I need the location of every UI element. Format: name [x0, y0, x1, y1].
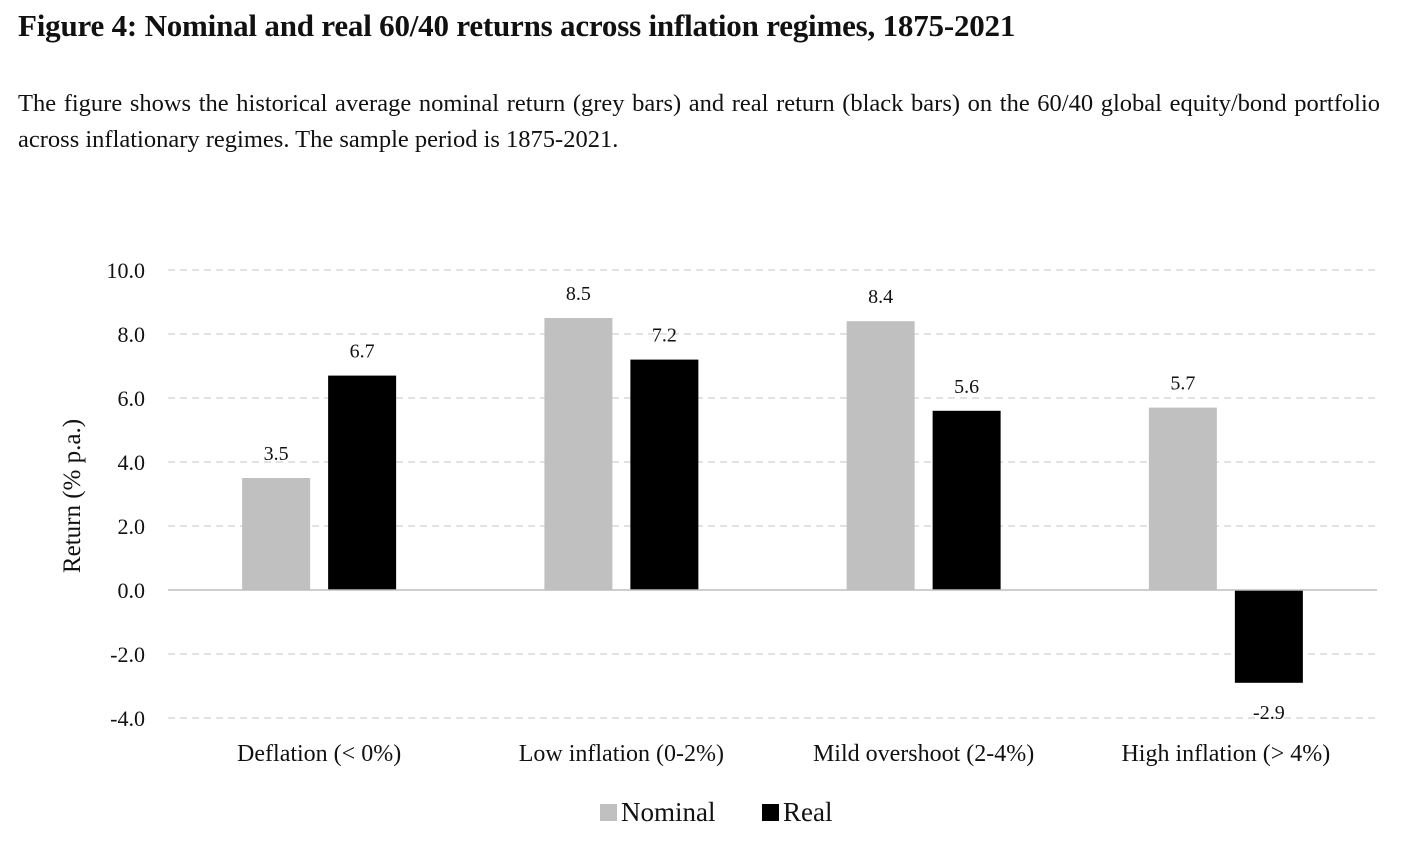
- bar-real-0: [328, 375, 397, 590]
- y-tick-label: 4.0: [118, 450, 146, 475]
- data-label: 8.4: [868, 286, 893, 308]
- bar-nominal-2: [846, 321, 915, 590]
- y-tick-label: 0.0: [118, 578, 146, 603]
- data-labels: 3.5 6.7 8.5 7.2 8.4 5.6 5.7 -2.9: [264, 283, 1285, 724]
- legend-label-real: Real: [783, 797, 832, 827]
- legend-label-nominal: Nominal: [621, 797, 716, 827]
- data-label: -2.9: [1253, 702, 1285, 724]
- category-label: High inflation (> 4%): [1121, 741, 1330, 767]
- category-label: Low inflation (0-2%): [519, 741, 724, 767]
- data-label: 5.6: [954, 376, 979, 398]
- category-label: Deflation (< 0%): [237, 741, 401, 767]
- category-label: Mild overshoot (2-4%): [813, 741, 1034, 767]
- bar-real-1: [630, 359, 699, 590]
- y-tick-label: 2.0: [118, 514, 146, 539]
- legend-swatch-real: [762, 804, 779, 821]
- bar-nominal-3: [1148, 407, 1217, 590]
- bar-real-3: [1234, 590, 1303, 683]
- y-tick-label: 8.0: [118, 322, 146, 347]
- data-label: 7.2: [652, 325, 677, 347]
- legend: Nominal Real: [600, 797, 832, 827]
- bar-nominal-0: [242, 478, 311, 590]
- data-label: 5.7: [1170, 373, 1195, 395]
- y-axis-title: Return (% p.a.): [59, 419, 86, 573]
- data-label: 8.5: [566, 283, 591, 305]
- x-axis-categories: Deflation (< 0%) Low inflation (0-2%) Mild…: [237, 741, 1330, 767]
- bars: [242, 318, 1303, 683]
- legend-swatch-nominal: [600, 804, 617, 821]
- y-tick-label: 10.0: [107, 258, 146, 283]
- figure-caption: The figure shows the historical average …: [18, 90, 1380, 153]
- y-tick-label: 6.0: [118, 386, 146, 411]
- figure-title: Figure 4: Nominal and real 60/40 returns…: [18, 8, 1016, 43]
- y-axis-ticks: -4.0 -2.0 0.0 2.0 4.0 6.0 8.0 10.0: [107, 258, 146, 731]
- data-label: 3.5: [264, 443, 289, 465]
- y-tick-label: -4.0: [110, 706, 145, 731]
- bar-real-2: [932, 410, 1001, 590]
- y-tick-label: -2.0: [110, 642, 145, 667]
- data-label: 6.7: [350, 341, 375, 363]
- gridlines: [168, 269, 1377, 719]
- bar-nominal-1: [544, 318, 613, 590]
